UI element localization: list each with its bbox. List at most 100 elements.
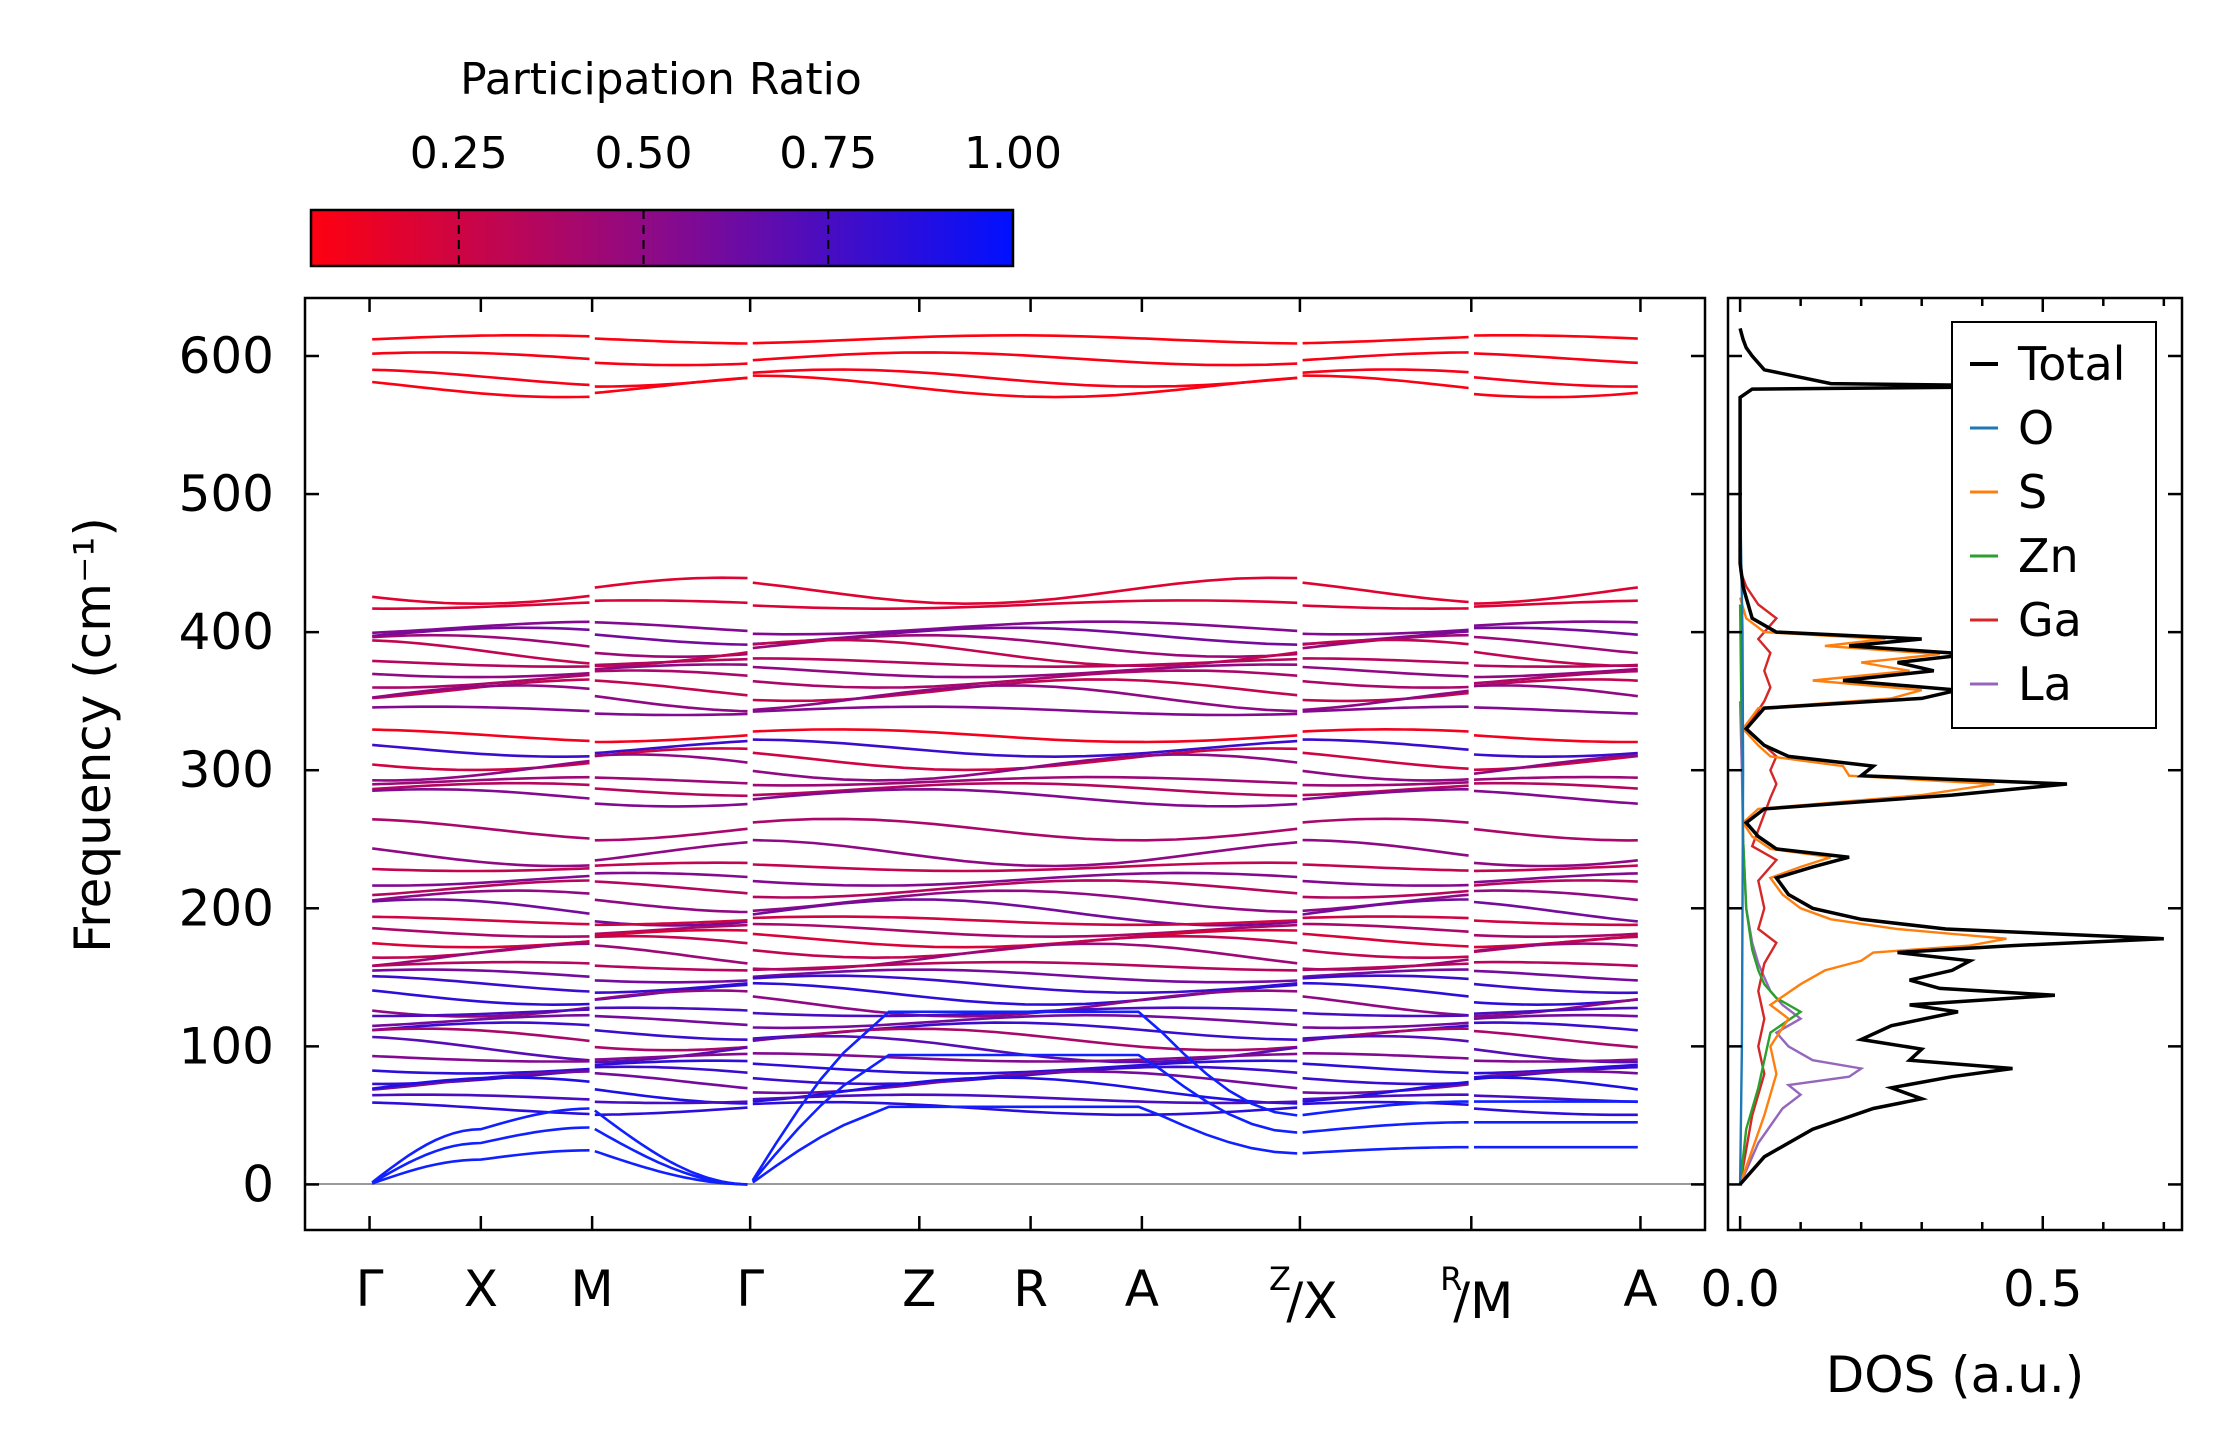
band-line [1473, 684, 1638, 698]
y-tick-label: 100 [179, 1017, 274, 1075]
acoustic-band-line [1302, 1145, 1469, 1155]
band-line [594, 898, 748, 914]
band-line [372, 1013, 590, 1028]
k-point-label: M [571, 1260, 614, 1318]
band-line [1473, 919, 1638, 927]
band-line [1302, 784, 1469, 797]
dos-panel: 0.0 0.5 DOS (a.u.) Total OS Zn Ga La [1700, 296, 2184, 1404]
band-line [372, 874, 590, 887]
band-line [594, 739, 748, 755]
band-line [1473, 599, 1638, 608]
band-line [1302, 1034, 1469, 1043]
band-line [372, 926, 590, 939]
band-line [1473, 734, 1638, 744]
band-line [1473, 932, 1638, 939]
band-line [1473, 751, 1638, 759]
band-line [372, 1035, 590, 1062]
band-line [1473, 1047, 1638, 1064]
band-line [1302, 898, 1469, 916]
y-tick-label: 200 [179, 879, 274, 937]
band-line [752, 1027, 1298, 1052]
band-line [1473, 879, 1638, 887]
frequency-axis-label: Frequency (cm⁻¹) [64, 517, 122, 953]
band-line [594, 337, 748, 345]
band-line [594, 376, 748, 395]
band-line [1473, 1107, 1638, 1117]
band-line [752, 781, 1298, 798]
band-lines [371, 333, 1638, 1186]
band-line [1473, 789, 1638, 805]
acoustic-band-line [594, 1109, 748, 1186]
band-line [752, 620, 1298, 636]
band-line [1302, 879, 1469, 887]
band-line [372, 1067, 590, 1075]
band-line [1473, 333, 1638, 340]
y-tick-label: 0 [242, 1155, 274, 1213]
dos-x-tick-label: 0.0 [1700, 1260, 1780, 1318]
band-line [1302, 995, 1469, 1017]
band-line [594, 576, 748, 589]
band-line [1302, 705, 1469, 713]
band-line [1473, 942, 1638, 953]
legend-label-zn: Zn [2018, 529, 2079, 583]
band-line [752, 974, 1298, 995]
band-line [372, 1076, 590, 1090]
band-line [752, 747, 1298, 772]
band-line [752, 928, 1298, 949]
frequency-axis: 0 100 200 300 400 500 600 [179, 327, 1705, 1213]
band-line [1473, 669, 1638, 685]
band-line [752, 705, 1298, 717]
band-line [1302, 981, 1469, 998]
acoustic-band-line [1302, 1121, 1469, 1134]
band-line [594, 928, 748, 938]
band-line [594, 657, 748, 667]
legend-frame [1951, 321, 2157, 729]
band-line [752, 374, 1298, 399]
band-line [594, 944, 748, 965]
band-line [1302, 1076, 1469, 1086]
band-line [752, 684, 1298, 713]
band-line [594, 880, 748, 895]
legend-label-o: O [2018, 401, 2054, 455]
band-line [594, 1014, 748, 1027]
band-line [372, 879, 590, 897]
band-line [1302, 817, 1469, 824]
k-point-label: A [1125, 1260, 1159, 1318]
dos-curve-la [1738, 701, 1865, 1185]
band-line [1473, 650, 1638, 668]
band-line [752, 351, 1298, 367]
band-line [594, 1059, 748, 1067]
colorbar: Participation Ratio 0.25 0.50 0.75 1.00 [309, 54, 1062, 268]
band-line [372, 960, 590, 968]
band-line [1302, 374, 1469, 390]
band-line [1473, 775, 1638, 781]
band-line [752, 633, 1298, 659]
band-line [372, 639, 590, 665]
colorbar-gradient [309, 208, 1015, 268]
band-line [594, 621, 748, 633]
band-line [1302, 781, 1469, 787]
acoustic-band-line [371, 1149, 590, 1185]
band-panel: 0 100 200 300 400 500 600 Γ X M Γ Z R A Z/X R/M A Frequ… [64, 296, 1707, 1330]
k-point-label: /M [1453, 1272, 1513, 1330]
band-line [1302, 657, 1469, 665]
band-line [372, 743, 590, 759]
band-line [752, 669, 1298, 689]
band-line [1302, 838, 1469, 857]
band-line [752, 838, 1298, 868]
acoustic-band-line [751, 1010, 1298, 1181]
dos-legend: Total OS Zn Ga La [1951, 321, 2157, 729]
band-line [752, 775, 1298, 787]
band-line [594, 694, 748, 713]
band-axes-frame [303, 296, 1707, 1232]
band-line [1302, 1052, 1469, 1060]
band-line [372, 671, 590, 679]
band-line [594, 802, 748, 808]
acoustic-band-line [752, 1105, 1298, 1184]
band-line [1302, 604, 1469, 611]
band-line [372, 1021, 590, 1032]
band-line [1302, 948, 1469, 960]
band-line [752, 1059, 1298, 1075]
band-line [372, 898, 590, 915]
band-line [594, 1065, 748, 1074]
